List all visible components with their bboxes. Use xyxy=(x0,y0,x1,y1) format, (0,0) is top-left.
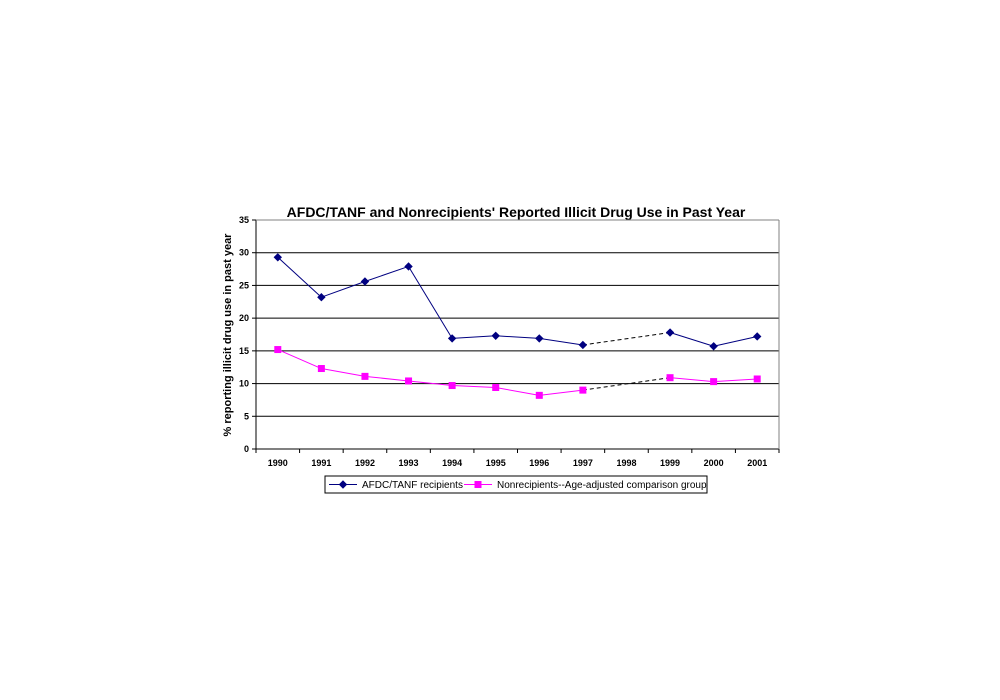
series-line-segment xyxy=(495,387,540,396)
legend-marker xyxy=(474,481,482,488)
legend-box xyxy=(324,475,708,494)
data-point xyxy=(579,386,587,394)
data-point xyxy=(666,374,674,382)
y-tick-label: 25 xyxy=(239,280,249,290)
series-line-segment xyxy=(321,281,366,298)
series-line-segment xyxy=(452,335,496,339)
legend-entry-label: AFDC/TANF recipients xyxy=(362,480,463,491)
data-point xyxy=(492,383,500,391)
data-point xyxy=(405,377,413,385)
data-point xyxy=(274,346,282,354)
data-point xyxy=(491,331,500,341)
data-point xyxy=(360,277,370,286)
x-tick-label: 1997 xyxy=(573,458,593,468)
legend-marker xyxy=(338,480,348,489)
x-tick-label: 1990 xyxy=(268,458,288,468)
legend: AFDC/TANF recipients Nonrecipients--Age-a… xyxy=(324,475,708,494)
series-line-segment xyxy=(539,337,583,346)
data-point xyxy=(447,334,457,343)
series-line-segment xyxy=(452,385,496,388)
series-line-segment xyxy=(713,378,758,383)
x-tick-label: 2001 xyxy=(747,458,767,468)
x-tick-label: 1998 xyxy=(616,458,636,468)
data-point xyxy=(578,340,588,350)
data-point xyxy=(753,375,761,383)
y-tick-label: 30 xyxy=(239,248,249,258)
series-line-segment xyxy=(539,389,583,396)
y-tick-label: 10 xyxy=(239,379,249,389)
data-point xyxy=(273,253,282,262)
data-point xyxy=(448,382,456,390)
x-tick-label: 1993 xyxy=(399,458,419,468)
data-point xyxy=(710,378,718,386)
data-point xyxy=(535,391,543,399)
series-line-segment xyxy=(495,335,540,339)
x-tick-label: 1999 xyxy=(660,458,680,468)
data-point xyxy=(361,372,369,380)
series-line-segment xyxy=(277,256,322,298)
series-line-segment xyxy=(669,332,714,347)
series-gap-dashed-line xyxy=(582,377,671,391)
y-tick-label: 15 xyxy=(239,346,249,356)
plot-area: 0 5 10 15 20 25 30 35 1990 1991 1992 1993 1994 1995 19… xyxy=(239,215,780,468)
plot-background xyxy=(256,220,779,449)
chart-title: AFDC/TANF and Nonrecipients' Reported Il… xyxy=(287,204,746,220)
y-tick-label: 5 xyxy=(244,411,249,421)
series-line-segment xyxy=(277,349,322,369)
series-gap-dashed-line xyxy=(582,332,671,346)
data-point xyxy=(753,332,762,341)
series-line-segment xyxy=(669,377,714,383)
y-tick-label: 35 xyxy=(239,215,249,225)
series-line-segment xyxy=(713,335,758,347)
series-line-segment xyxy=(321,368,366,377)
data-point xyxy=(709,342,718,351)
x-tick-label: 2000 xyxy=(704,458,724,468)
x-tick-label: 1995 xyxy=(486,458,506,468)
data-point xyxy=(317,292,326,302)
y-tick-label: 20 xyxy=(239,313,249,323)
data-point xyxy=(665,328,675,337)
legend-entry-label: Nonrecipients--Age-adjusted comparison g… xyxy=(497,480,707,491)
y-axis-label: % reporting illicit drug use in past yea… xyxy=(222,233,234,437)
series-line-segment xyxy=(408,380,453,387)
x-tick-label: 1992 xyxy=(355,458,375,468)
data-point xyxy=(404,262,413,271)
x-tick-label: 1991 xyxy=(311,458,331,468)
x-tick-label: 1994 xyxy=(442,458,462,468)
series-line-segment xyxy=(364,375,409,382)
data-point xyxy=(317,365,325,373)
data-point xyxy=(535,334,544,343)
x-tick-label: 1996 xyxy=(529,458,549,468)
y-tick-label: 0 xyxy=(244,444,249,454)
series-line-segment xyxy=(364,265,409,282)
series-line-segment xyxy=(408,266,453,339)
